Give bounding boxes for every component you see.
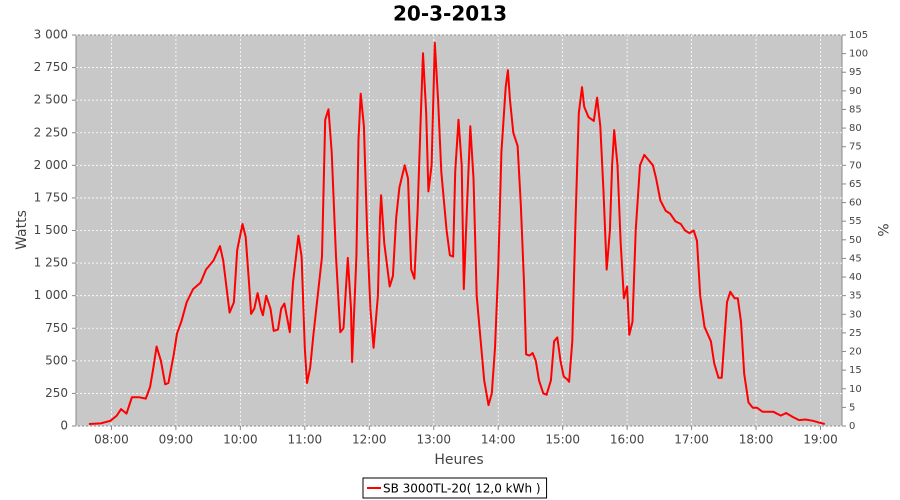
- x-axis-title: Heures: [434, 452, 483, 468]
- y2-tick-label: 15: [849, 365, 862, 376]
- y-tick-label: 1 750: [34, 190, 68, 204]
- y2-tick-label: 70: [849, 160, 862, 171]
- y2-tick-label: 25: [849, 328, 862, 339]
- x-tick-label: 17:00: [674, 433, 709, 447]
- y2-tick-label: 75: [849, 142, 862, 153]
- y2-tick-label: 50: [849, 235, 862, 246]
- x-tick-label: 13:00: [416, 433, 451, 447]
- y2-tick-label: 10: [849, 384, 862, 395]
- y-tick-label: 1 250: [34, 256, 68, 270]
- y-tick-label: 1 500: [34, 223, 68, 237]
- x-tick-label: 09:00: [159, 433, 194, 447]
- x-tick-label: 11:00: [288, 433, 323, 447]
- y2-tick-label: 0: [849, 421, 855, 432]
- y2-tick-label: 20: [849, 347, 862, 358]
- y-tick-label: 1 000: [34, 288, 68, 302]
- y-tick-label: 2 500: [34, 93, 68, 107]
- y2-tick-label: 90: [849, 86, 862, 97]
- y-tick-label: 0: [60, 419, 68, 433]
- y2-tick-label: 85: [849, 104, 862, 115]
- x-tick-label: 14:00: [481, 433, 516, 447]
- y2-tick-label: 65: [849, 179, 862, 190]
- y2-tick-label: 35: [849, 291, 862, 302]
- x-tick-label: 16:00: [610, 433, 645, 447]
- y2-tick-label: 95: [849, 67, 862, 78]
- chart-title: 20-3-2013: [393, 2, 507, 26]
- y2-tick-label: 100: [849, 49, 868, 60]
- y-axis-title: Watts: [14, 210, 30, 250]
- y2-tick-label: 5: [849, 402, 855, 413]
- x-tick-label: 10:00: [223, 433, 258, 447]
- y-tick-label: 500: [45, 353, 68, 367]
- x-tick-label: 18:00: [739, 433, 774, 447]
- y2-tick-label: 40: [849, 272, 862, 283]
- legend: SB 3000TL-20( 12,0 kWh ): [362, 477, 548, 499]
- x-tick-label: 08:00: [94, 433, 129, 447]
- x-tick-label: 12:00: [352, 433, 387, 447]
- x-tick-label: 15:00: [545, 433, 580, 447]
- y-tick-label: 750: [45, 321, 68, 335]
- y-tick-label: 2 750: [34, 60, 68, 74]
- y-tick-label: 250: [45, 386, 68, 400]
- y-tick-label: 2 000: [34, 158, 68, 172]
- y2-tick-label: 80: [849, 123, 862, 134]
- y-tick-label: 2 250: [34, 125, 68, 139]
- y2-axis-title: %: [874, 223, 890, 236]
- data-line: [88, 41, 826, 425]
- y2-tick-label: 55: [849, 216, 862, 227]
- y2-tick-label: 105: [849, 30, 868, 41]
- legend-label: SB 3000TL-20( 12,0 kWh ): [383, 482, 541, 496]
- y2-tick-label: 60: [849, 198, 862, 209]
- y-tick-label: 3 000: [34, 28, 68, 42]
- legend-box: [362, 477, 548, 499]
- plot-area: [75, 34, 843, 427]
- x-tick-label: 19:00: [803, 433, 838, 447]
- y2-tick-label: 45: [849, 253, 862, 264]
- y2-tick-label: 30: [849, 309, 862, 320]
